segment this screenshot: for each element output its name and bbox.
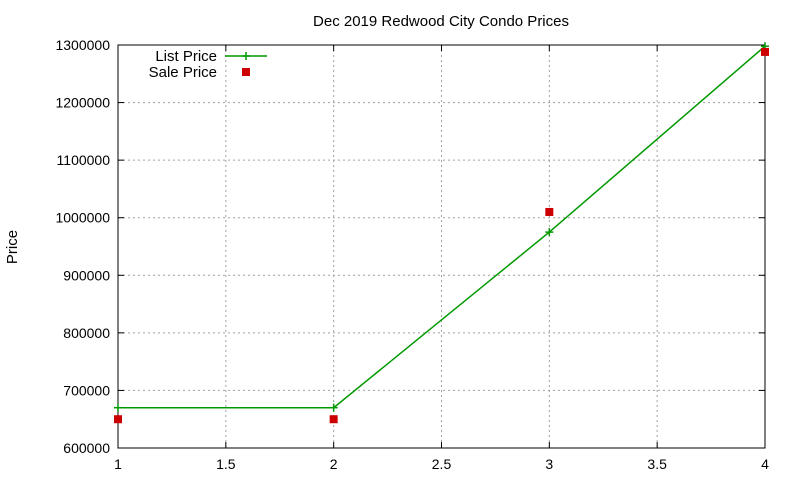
y-tick-label: 1200000 — [55, 95, 110, 111]
x-tick-label: 3 — [545, 456, 553, 472]
legend-marker — [242, 68, 250, 76]
series-list-price — [114, 42, 769, 412]
y-tick-label: 900000 — [63, 267, 110, 283]
data-point — [761, 47, 769, 56]
x-tick-label: 2.5 — [432, 456, 452, 472]
grid-lines — [118, 45, 765, 448]
data-point — [545, 228, 554, 237]
series-sale-price — [114, 47, 769, 424]
data-point — [114, 415, 122, 424]
chart-title: Dec 2019 Redwood City Condo Prices — [313, 13, 569, 30]
legend-label: Sale Price — [149, 64, 217, 81]
x-tick-label: 2 — [330, 456, 338, 472]
legend-marker — [242, 52, 250, 60]
data-point — [329, 415, 338, 424]
y-axis-label: Price — [4, 230, 21, 264]
y-tick-label: 1000000 — [55, 210, 110, 226]
data-point — [329, 403, 338, 412]
y-tick-label: 1300000 — [55, 37, 110, 53]
x-tick-label: 1 — [114, 456, 122, 472]
legend-label: List Price — [155, 48, 217, 65]
y-tick-label: 800000 — [63, 325, 110, 341]
x-tick-label: 3.5 — [647, 456, 667, 472]
y-tick-label: 600000 — [63, 440, 110, 456]
data-point — [545, 207, 554, 216]
x-tick-label: 1.5 — [216, 456, 236, 472]
axis-ticks: 1 1.5 2 2.5 3 3.5 4 600000 700000 800000 900000 100… — [55, 37, 769, 472]
y-tick-label: 700000 — [63, 382, 110, 398]
series-line — [118, 45, 766, 409]
y-tick-label: 1100000 — [57, 152, 111, 168]
x-tick-label: 4 — [761, 456, 769, 472]
data-point — [114, 403, 122, 412]
series — [114, 42, 769, 424]
